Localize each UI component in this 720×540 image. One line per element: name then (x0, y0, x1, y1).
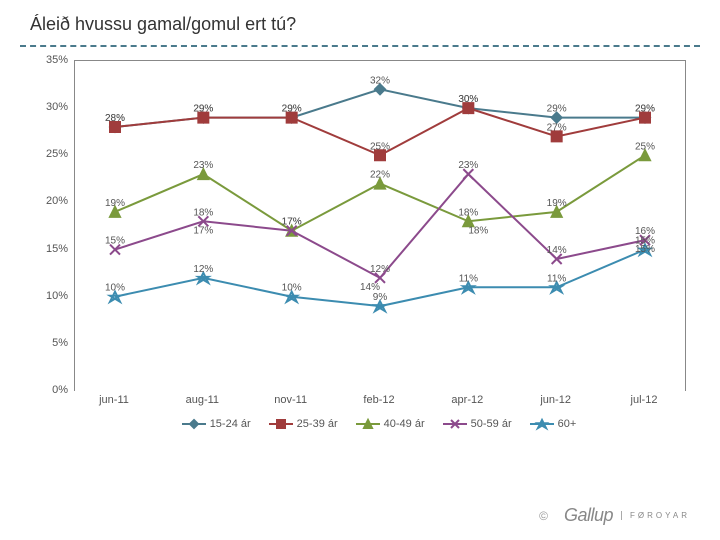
legend-item: 40-49 ár (356, 418, 425, 430)
title-divider (20, 45, 700, 47)
legend-label: 60+ (558, 418, 577, 430)
chart-title: Áleið hvussu gamal/gomul ert tú? (0, 0, 720, 45)
y-tick-label: 15% (46, 243, 68, 255)
data-label: 11% (459, 273, 478, 284)
data-label: 29% (282, 104, 302, 115)
legend-label: 50-59 ár (471, 418, 512, 430)
legend-item: 60+ (530, 418, 577, 430)
series-15-24-ár: 28% 29% 29% 32% 30% 29% 29% (105, 75, 655, 132)
data-label: 32% (370, 75, 390, 86)
legend-item: 50-59 ár (443, 418, 512, 430)
legend-label: 40-49 ár (384, 418, 425, 430)
data-label: 17% (282, 217, 302, 228)
data-label: 9% (373, 292, 388, 303)
data-label: 12% (193, 264, 213, 275)
data-label: 15% (635, 244, 655, 255)
chart-area: 0%5%10%15%20%25%30%35% 28%29%29%32%30%29… (30, 60, 690, 440)
footer-logo: © Gallup FØROYAR (539, 505, 690, 526)
data-label: 22% (370, 170, 390, 181)
legend-label: 25-39 ár (297, 418, 338, 430)
x-axis: jun-11 aug-11 nov-11 feb-12 apr-12 jun-12 jul-… (74, 390, 684, 410)
x-tick-label: jun-12 (540, 394, 571, 406)
plot-area: 28%29%29%32%30%29%29%28%29%29%25%30%27%2… (74, 60, 686, 391)
legend-item: 15-24 ár (182, 418, 251, 430)
data-label: 23% (193, 160, 213, 171)
x-tick-label: apr-12 (451, 394, 483, 406)
data-label: 18% (468, 225, 488, 236)
x-tick-label: jul-12 (631, 394, 658, 406)
brand-sub: FØROYAR (621, 511, 690, 520)
data-label: 23% (458, 160, 478, 171)
data-label: 19% (105, 198, 125, 209)
data-label: 14% (547, 245, 567, 256)
y-tick-label: 25% (46, 148, 68, 160)
series-25-39-ár: 28% 29% 29% 25% 30% 27% 29% (105, 94, 655, 160)
y-tick-label: 0% (52, 384, 68, 396)
y-tick-label: 10% (46, 290, 68, 302)
x-tick-label: feb-12 (363, 394, 394, 406)
data-label: 12% (370, 264, 390, 275)
y-axis: 0%5%10%15%20%25%30%35% (30, 60, 74, 390)
y-tick-label: 35% (46, 54, 68, 66)
data-label: 25% (370, 141, 390, 152)
data-label: 29% (193, 104, 213, 115)
data-label: 15% (105, 236, 125, 247)
data-label: 18% (458, 207, 478, 218)
y-tick-label: 5% (52, 337, 68, 349)
data-label: 19% (547, 198, 567, 209)
legend-item: 25-39 ár (269, 418, 338, 430)
x-tick-label: nov-11 (274, 394, 307, 406)
x-tick-label: aug-11 (186, 394, 219, 406)
data-label: 17% (193, 225, 213, 236)
data-label: 14% (360, 282, 380, 293)
brand-name: Gallup (564, 505, 613, 526)
data-label: 18% (193, 207, 213, 218)
legend-label: 15-24 ár (210, 418, 251, 430)
data-label: 25% (635, 141, 655, 152)
x-tick-label: jun-11 (99, 394, 129, 406)
data-label: 27% (547, 122, 567, 133)
data-label: 28% (105, 113, 125, 124)
copyright-symbol: © (539, 509, 548, 523)
data-label: 10% (105, 283, 125, 294)
y-tick-label: 20% (46, 195, 68, 207)
data-label: 29% (547, 104, 567, 115)
data-label: 30% (458, 94, 478, 105)
data-label: 10% (282, 283, 302, 294)
legend: 15-24 ár 25-39 ár 40-49 ár 50-59 ár 60+ (74, 412, 684, 436)
data-label: 29% (635, 104, 655, 115)
data-label: 11% (547, 273, 566, 284)
y-tick-label: 30% (46, 101, 68, 113)
